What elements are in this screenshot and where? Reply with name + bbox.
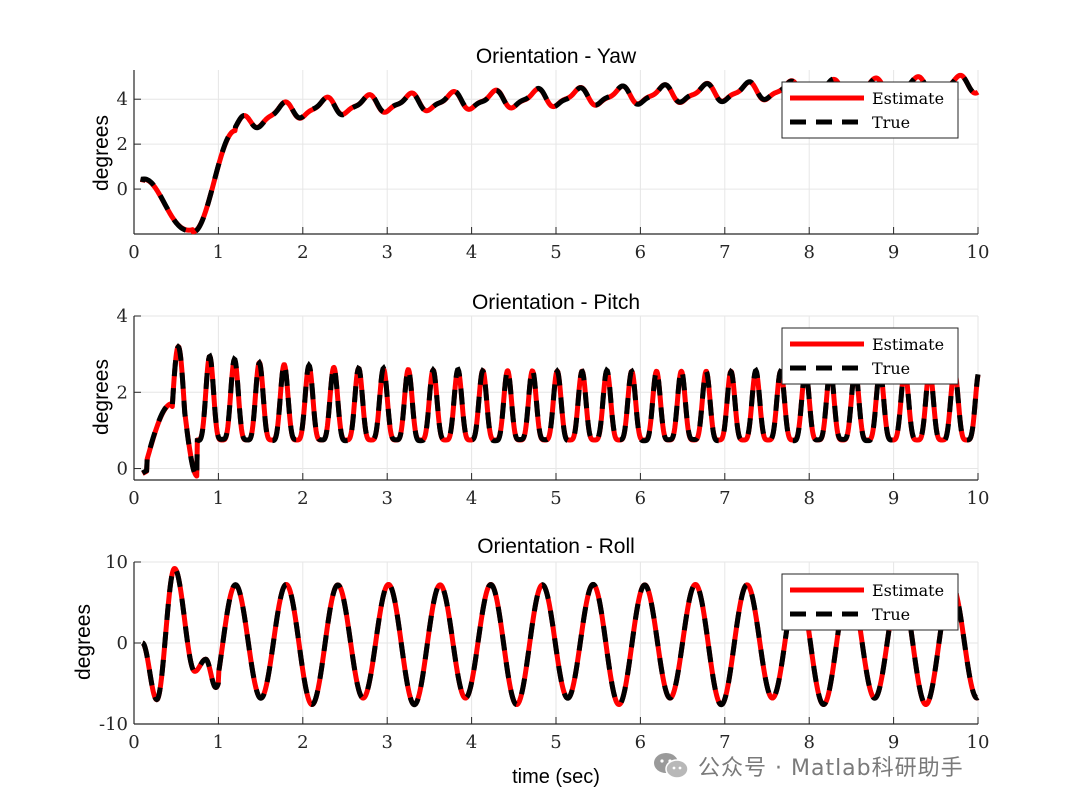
wechat-icon xyxy=(654,753,689,779)
roll-ytick-label: 10 xyxy=(105,552,128,573)
roll-xtick-label: 0 xyxy=(128,732,139,753)
yaw-xtick-label: 5 xyxy=(550,242,561,263)
roll-legend-true-label: True xyxy=(872,605,910,624)
roll-legend xyxy=(781,573,959,631)
yaw-legend-estimate-label: Estimate xyxy=(872,89,944,108)
pitch-true-line xyxy=(141,343,981,482)
roll-ytick-label: -10 xyxy=(99,714,128,735)
pitch-xtick-label: 4 xyxy=(466,488,477,509)
pitch-subplot: Orientation - Pitch degrees 0 1 2 3 4 5 6 7 8 9 10… xyxy=(90,291,989,509)
pitch-ytick-label: 2 xyxy=(117,382,128,403)
roll-legend-estimate-label: Estimate xyxy=(872,581,944,600)
yaw-ytick-label: 0 xyxy=(117,179,128,200)
pitch-xtick-label: 1 xyxy=(213,488,224,509)
yaw-legend-true-label: True xyxy=(872,113,910,132)
yaw-true-line xyxy=(139,73,980,235)
roll-xtick-label: 7 xyxy=(719,732,730,753)
yaw-title: Orientation - Yaw xyxy=(476,45,637,68)
pitch-xtick-label: 8 xyxy=(803,488,814,509)
watermark-text: 公众号 · Matlab科研助手 xyxy=(698,756,964,781)
roll-xtick-label: 5 xyxy=(550,732,561,753)
roll-xtick-label: 9 xyxy=(888,732,899,753)
yaw-ytick-label: 2 xyxy=(117,134,128,155)
roll-xtick-label: 2 xyxy=(297,732,308,753)
yaw-xtick-label: 0 xyxy=(128,242,139,263)
yaw-legend xyxy=(781,81,959,139)
pitch-xtick-label: 0 xyxy=(128,488,139,509)
yaw-ylabel: degrees xyxy=(90,115,113,191)
pitch-xtick-label: 5 xyxy=(550,488,561,509)
roll-ytick-label: 0 xyxy=(117,633,128,654)
yaw-xtick-label: 1 xyxy=(213,242,224,263)
pitch-ylabel: degrees xyxy=(90,359,113,435)
yaw-xtick-label: 10 xyxy=(967,242,990,263)
roll-xtick-label: 4 xyxy=(466,732,477,753)
yaw-xtick-label: 8 xyxy=(803,242,814,263)
pitch-ytick-label: 0 xyxy=(117,459,128,480)
yaw-ytick-label: 4 xyxy=(117,89,128,110)
pitch-legend-true-label: True xyxy=(872,359,910,378)
yaw-xtick-label: 7 xyxy=(719,242,730,263)
watermark: 公众号 · Matlab科研助手 xyxy=(652,748,964,784)
roll-xtick-label: 10 xyxy=(967,732,990,753)
yaw-xtick-label: 2 xyxy=(297,242,308,263)
pitch-xtick-label: 6 xyxy=(635,488,646,509)
pitch-xtick-label: 3 xyxy=(381,488,392,509)
pitch-legend-estimate-label: Estimate xyxy=(872,335,944,354)
pitch-legend xyxy=(781,327,959,385)
pitch-xtick-label: 10 xyxy=(967,488,990,509)
yaw-xtick-label: 3 xyxy=(381,242,392,263)
yaw-subplot: Orientation - Yaw degrees 0 1 2 3 4 5 6 7 8 9 10 0 2… xyxy=(90,45,989,263)
yaw-xtick-label: 4 xyxy=(466,242,477,263)
pitch-xtick-label: 2 xyxy=(297,488,308,509)
roll-title: Orientation - Roll xyxy=(477,535,635,558)
roll-ylabel: degrees xyxy=(72,604,95,680)
pitch-xtick-label: 7 xyxy=(719,488,730,509)
pitch-title: Orientation - Pitch xyxy=(472,291,640,314)
roll-xtick-label: 8 xyxy=(803,732,814,753)
yaw-xtick-label: 9 xyxy=(888,242,899,263)
roll-xtick-label: 3 xyxy=(381,732,392,753)
roll-subplot: Orientation - Roll degrees 0 1 2 3 4 5 6 7 8 9 10 -… xyxy=(72,535,989,753)
x-axis-label: time (sec) xyxy=(512,766,600,788)
roll-xtick-label: 6 xyxy=(635,732,646,753)
roll-xtick-label: 1 xyxy=(213,732,224,753)
yaw-xtick-label: 6 xyxy=(635,242,646,263)
pitch-ytick-label: 4 xyxy=(117,306,128,327)
pitch-xtick-label: 9 xyxy=(888,488,899,509)
